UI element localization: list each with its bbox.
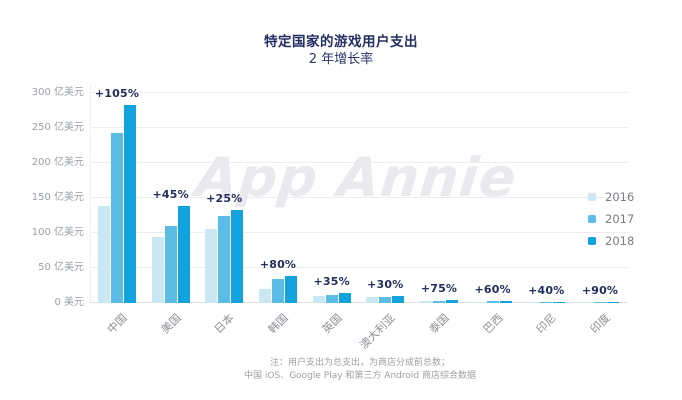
bar-2016: [581, 302, 593, 303]
bar-group-1: [98, 85, 136, 303]
legend-swatch-icon: [588, 237, 596, 245]
growth-label: +80%: [259, 258, 297, 272]
gridline-150: [90, 197, 628, 198]
growth-label: +40%: [528, 283, 565, 297]
y-tick-label: 100 亿美元: [31, 227, 84, 238]
chart-subtitle: 2 年增长率: [308, 52, 374, 67]
bar-2016: [420, 301, 432, 303]
bar-group-6: [366, 85, 405, 303]
bar-2016: [366, 297, 379, 303]
bar-group-2: [151, 85, 190, 303]
bar-2018: [177, 206, 190, 303]
bar-2016: [527, 302, 540, 303]
bar-group-8: [473, 85, 512, 303]
bar-2017: [164, 226, 177, 303]
gridline-250: [90, 127, 628, 128]
growth-label: +35%: [313, 275, 350, 289]
y-tick-label: 250 亿美元: [31, 122, 84, 133]
bar-2016: [312, 296, 325, 303]
bar-group-3: [205, 85, 244, 303]
bar-2016: [259, 289, 271, 303]
legend-item-2018: 2018: [588, 230, 634, 252]
growth-label: +30%: [367, 277, 404, 291]
bar-group-9: [527, 85, 566, 303]
footnote-line-2: 中国 iOS、Google Play 和第三方 Android 商店综合数据: [244, 371, 476, 381]
legend-swatch-icon: [588, 193, 596, 201]
chart-title: 特定国家的游戏用户支出: [264, 34, 418, 50]
bar-2017: [594, 302, 606, 303]
bar-2017: [433, 300, 445, 303]
footnote: 注：用户支出为总支出，为商店分成前总数； 中国 iOS、Google Play …: [40, 357, 680, 383]
gridline-200: [90, 162, 628, 163]
bar-group-7: [420, 85, 458, 303]
bar-2018: [231, 209, 244, 303]
bar-2018: [338, 293, 351, 303]
bar-2018: [553, 301, 566, 303]
bar-2018: [499, 300, 512, 303]
y-tick-label: 150 亿美元: [31, 192, 84, 203]
legend-label: 2017: [605, 212, 635, 226]
bar-2016: [473, 301, 486, 303]
bar-2017: [218, 216, 231, 303]
legend-swatch-icon: [588, 215, 596, 223]
growth-label: +60%: [474, 282, 511, 296]
bar-2017: [540, 301, 553, 303]
y-tick-label: 50 亿美元: [38, 262, 84, 273]
y-axis-line: [90, 85, 91, 303]
bar-2018: [607, 301, 619, 303]
legend-label: 2018: [605, 234, 635, 248]
growth-label: +75%: [420, 281, 458, 295]
bar-2017: [486, 301, 499, 303]
gridline-300: [90, 92, 628, 93]
growth-label: +25%: [206, 191, 243, 205]
gridline-100: [90, 232, 628, 233]
plot-area: +105% +45% +25% +80% +35% +30% +75% +60% +40% +90…: [90, 85, 628, 303]
legend-item-2017: 2017: [588, 208, 634, 230]
gridline-50: [90, 267, 628, 268]
bar-2016: [151, 236, 164, 303]
legend: 2016 2017 2018: [588, 186, 634, 252]
y-tick-label: 300 亿美元: [31, 87, 84, 98]
bar-2017: [325, 294, 338, 303]
bar-2017: [379, 296, 392, 303]
bar-2016: [98, 206, 110, 303]
bar-2018: [124, 104, 136, 303]
bar-group-4: [259, 85, 297, 303]
y-tick-label: 0 美元: [54, 297, 84, 308]
bar-group-5: [312, 85, 351, 303]
bar-2018: [446, 299, 458, 303]
y-tick-label: 200 亿美元: [31, 157, 84, 168]
footnote-line-1: 注：用户支出为总支出，为商店分成前总数；: [269, 358, 450, 368]
bar-2016: [205, 228, 218, 303]
growth-label: +90%: [581, 283, 619, 297]
bar-2017: [272, 279, 284, 303]
bar-2017: [111, 132, 123, 303]
legend-label: 2016: [605, 190, 635, 204]
growth-label: +45%: [152, 188, 189, 202]
legend-item-2016: 2016: [588, 186, 634, 208]
bar-2018: [285, 276, 297, 303]
gridline-0: [90, 302, 628, 303]
growth-label: +105%: [94, 86, 140, 100]
bar-group-10: [581, 85, 619, 303]
bar-2018: [392, 295, 405, 303]
